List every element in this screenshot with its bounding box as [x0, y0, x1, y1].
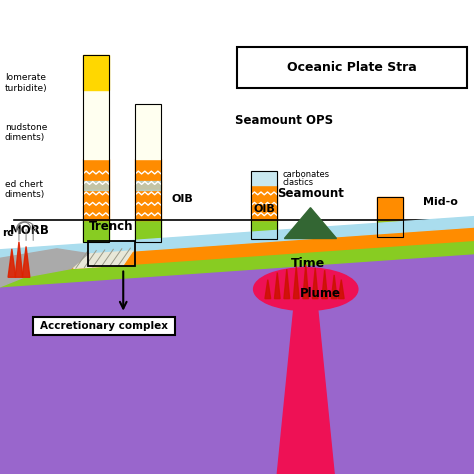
Text: lomerate
turbidite): lomerate turbidite): [5, 73, 47, 92]
Ellipse shape: [254, 268, 358, 310]
Bar: [377, 220, 403, 237]
Text: Plume: Plume: [300, 287, 340, 301]
Text: Oceanic Plate Stra: Oceanic Plate Stra: [287, 61, 417, 74]
Polygon shape: [22, 246, 30, 277]
Bar: [251, 185, 277, 220]
Bar: [135, 104, 161, 159]
Bar: [83, 90, 109, 159]
Polygon shape: [284, 269, 290, 299]
Bar: [251, 220, 277, 239]
Polygon shape: [0, 240, 474, 287]
Polygon shape: [312, 268, 318, 299]
Text: Time: Time: [291, 256, 325, 270]
Text: OIB: OIB: [254, 203, 275, 214]
Bar: [83, 159, 109, 220]
Polygon shape: [0, 254, 474, 474]
Bar: [33, 317, 175, 335]
Polygon shape: [331, 275, 337, 299]
Polygon shape: [284, 208, 337, 238]
Text: Trench: Trench: [89, 220, 134, 234]
Polygon shape: [277, 308, 334, 474]
Text: clastics: clastics: [282, 178, 313, 186]
Polygon shape: [338, 280, 344, 299]
Bar: [88, 241, 135, 266]
Text: OIB: OIB: [172, 194, 193, 204]
Text: MORB: MORB: [9, 224, 49, 237]
Text: Accretionary complex: Accretionary complex: [40, 321, 168, 331]
Polygon shape: [0, 217, 474, 260]
Bar: [251, 171, 277, 239]
Bar: [83, 181, 109, 190]
Bar: [377, 197, 403, 220]
Polygon shape: [8, 249, 16, 277]
Polygon shape: [0, 249, 90, 287]
Polygon shape: [265, 280, 271, 299]
Bar: [83, 55, 109, 242]
Bar: [135, 220, 161, 242]
Polygon shape: [73, 251, 133, 268]
Bar: [83, 55, 109, 90]
Text: ed chert
diments): ed chert diments): [5, 180, 45, 199]
Polygon shape: [15, 242, 23, 277]
Bar: [251, 171, 277, 185]
Bar: [135, 159, 161, 220]
Text: nudstone
diments): nudstone diments): [5, 123, 47, 142]
Text: Seamount: Seamount: [277, 187, 344, 200]
Text: Seamount OPS: Seamount OPS: [235, 114, 334, 128]
Bar: [83, 220, 109, 242]
Polygon shape: [274, 273, 280, 299]
Polygon shape: [0, 227, 474, 273]
Bar: [135, 104, 161, 242]
Bar: [377, 197, 403, 237]
Polygon shape: [293, 266, 299, 299]
Polygon shape: [303, 264, 309, 299]
Text: rc: rc: [2, 228, 14, 238]
Text: carbonates: carbonates: [282, 171, 329, 179]
Text: Mid-o: Mid-o: [423, 197, 458, 207]
Bar: [237, 47, 467, 88]
Polygon shape: [322, 270, 328, 299]
Bar: [135, 181, 161, 190]
